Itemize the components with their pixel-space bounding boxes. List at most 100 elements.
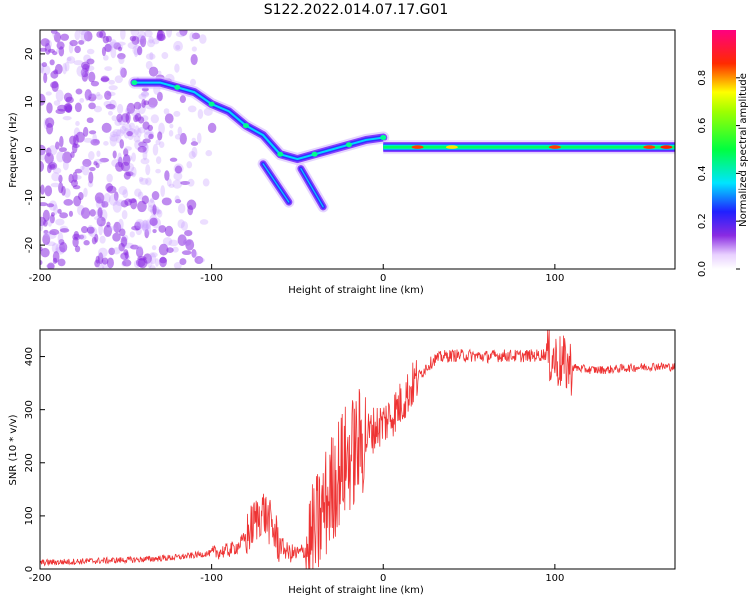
noise-speck	[66, 57, 72, 62]
noise-speck	[120, 67, 127, 78]
noise-speck	[103, 140, 109, 146]
noise-speck	[66, 56, 76, 64]
noise-speck	[202, 178, 210, 187]
noise-speck	[108, 247, 116, 256]
noise-speck	[112, 150, 117, 159]
noise-speck	[68, 210, 73, 217]
noise-speck	[117, 152, 122, 165]
noise-speck	[108, 79, 115, 85]
noise-speck	[112, 247, 121, 255]
noise-speck	[191, 32, 201, 40]
noise-speck	[161, 52, 169, 60]
noise-speck	[145, 164, 151, 176]
bottom-plot-frame	[39, 329, 676, 570]
noise-speck	[94, 233, 99, 243]
noise-speck	[74, 45, 81, 54]
figure-title: S122.2022.014.07.17.G01	[264, 2, 449, 18]
noise-speck	[136, 127, 142, 138]
noise-speck	[59, 228, 70, 233]
bottom-y-tick-label: 100	[24, 506, 35, 525]
noise-speck	[113, 191, 119, 201]
noise-speck	[68, 173, 74, 184]
noise-speck	[138, 176, 144, 182]
noise-speck	[179, 95, 186, 104]
noise-speck	[118, 218, 124, 231]
noise-speck	[81, 61, 90, 70]
noise-speck	[199, 34, 207, 44]
noise-speck	[116, 113, 123, 123]
trace-blob	[345, 142, 352, 148]
noise-speck	[42, 209, 50, 222]
noise-speck	[149, 252, 158, 258]
noise-speck	[97, 207, 103, 218]
noise-speck	[125, 106, 131, 114]
noise-speck	[174, 195, 180, 203]
noise-speck	[72, 236, 79, 248]
noise-speck	[80, 165, 85, 171]
noise-speck	[178, 203, 186, 214]
noise-speck	[69, 39, 78, 47]
noise-speck	[150, 114, 160, 124]
noise-speck	[88, 171, 94, 184]
noise-speck	[73, 60, 84, 66]
noise-speck	[104, 90, 112, 101]
noise-speck	[160, 185, 165, 198]
noise-speck	[106, 257, 114, 269]
noise-speck	[173, 171, 183, 181]
noise-speck	[50, 30, 58, 34]
noise-speck	[86, 117, 94, 124]
noise-speck	[158, 141, 165, 149]
noise-speck	[173, 110, 181, 117]
noise-speck	[131, 152, 136, 162]
noise-speck	[53, 204, 59, 215]
noise-speck	[156, 91, 163, 102]
bottom-x-tick-label: -100	[200, 573, 223, 584]
noise-speck	[81, 163, 90, 176]
noise-speck	[79, 97, 85, 103]
noise-speck	[157, 30, 163, 40]
colorbar-tick-label: 0.0	[697, 261, 708, 277]
colorbar	[712, 30, 736, 269]
noise-speck	[44, 152, 54, 164]
noise-speck	[82, 158, 92, 167]
noise-speck	[138, 141, 148, 148]
noise-speck	[46, 102, 53, 114]
noise-speck	[40, 47, 48, 52]
top-x-tick-label: -100	[200, 273, 223, 284]
noise-speck	[96, 94, 103, 100]
noise-speck	[196, 132, 202, 144]
noise-speck	[158, 225, 167, 233]
noise-speck	[124, 251, 129, 260]
noise-speck	[50, 70, 59, 79]
noise-speck	[142, 219, 148, 229]
noise-speck	[184, 229, 193, 237]
noise-speck	[47, 262, 55, 269]
noise-speck	[145, 104, 156, 110]
noise-speck	[149, 253, 157, 265]
bottom-y-tick-label: 400	[24, 347, 35, 366]
noise-speck	[152, 228, 157, 234]
noise-speck	[191, 249, 197, 258]
noise-speck	[191, 250, 198, 258]
noise-speck	[138, 116, 145, 124]
noise-speck	[103, 224, 113, 237]
noise-speck	[112, 232, 121, 242]
noise-speck	[99, 235, 106, 244]
noise-speck	[179, 132, 187, 145]
noise-speck	[44, 185, 53, 197]
noise-speck	[164, 225, 174, 237]
noise-speck	[96, 91, 101, 97]
top-y-tick-label: -20	[24, 237, 35, 253]
noise-speck	[168, 239, 179, 247]
noise-speck	[112, 128, 122, 137]
top-y-tick-label: 0	[24, 146, 35, 152]
noise-speck	[130, 30, 140, 37]
noise-speck	[179, 258, 187, 266]
noise-speck	[144, 228, 150, 239]
band-peak	[643, 145, 656, 149]
noise-speck	[40, 160, 45, 172]
noise-speck	[164, 170, 170, 181]
noise-speck	[115, 161, 124, 172]
noise-speck	[197, 257, 205, 263]
noise-speck	[128, 122, 136, 130]
